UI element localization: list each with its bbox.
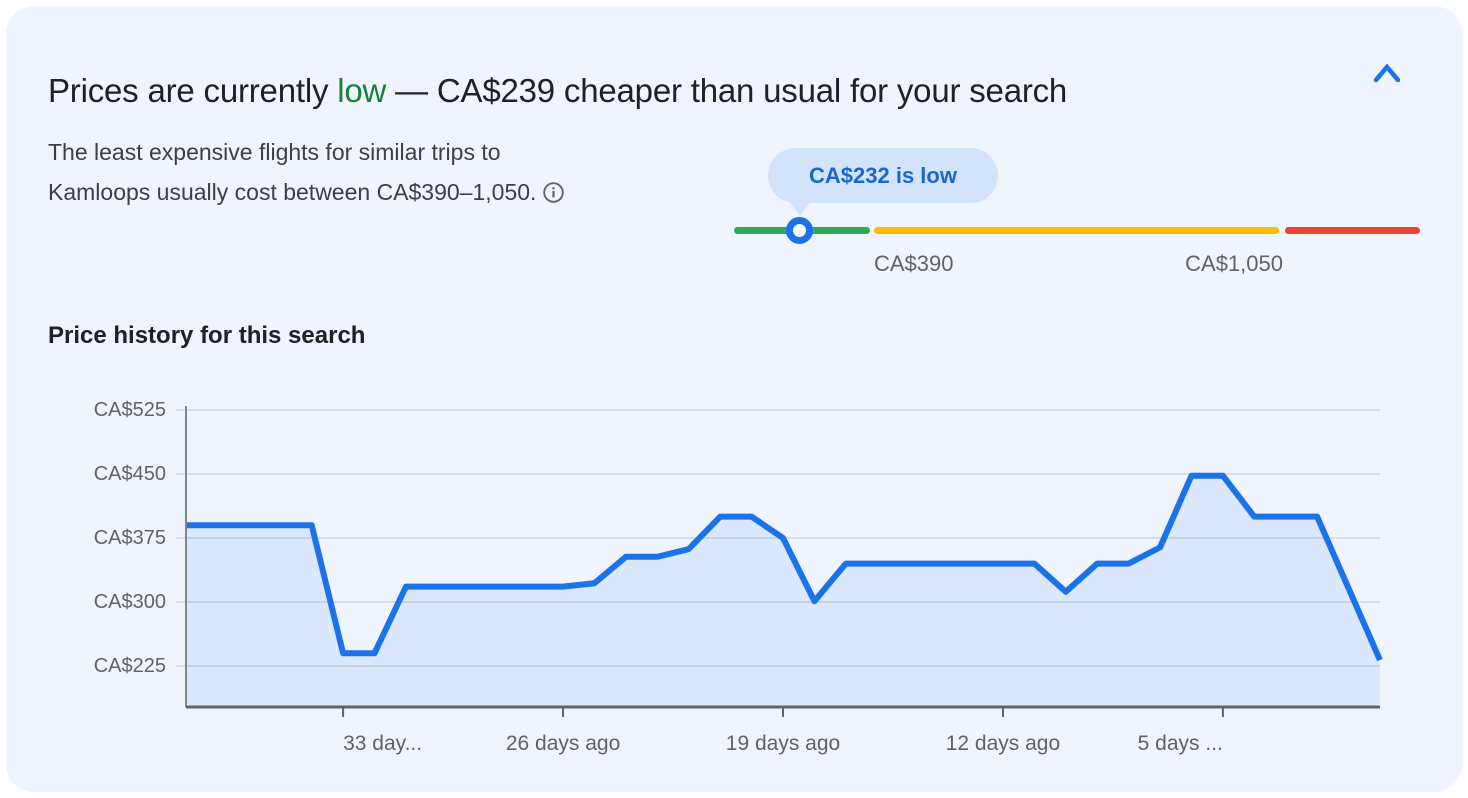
price-level-indicator: CA$232 is low CA$390 CA$1,050 bbox=[734, 148, 1420, 298]
y-axis-label: CA$525 bbox=[93, 399, 166, 421]
description-text: The least expensive flights for similar … bbox=[48, 132, 568, 216]
price-tooltip: CA$232 is low bbox=[768, 148, 998, 203]
range-high-label: CA$1,050 bbox=[1185, 251, 1283, 276]
y-axis-label: CA$375 bbox=[93, 527, 166, 549]
y-axis-label: CA$225 bbox=[93, 655, 166, 677]
y-axis-label: CA$300 bbox=[93, 591, 166, 613]
price-tooltip-tail bbox=[789, 201, 811, 216]
page-title: Prices are currently low — CA$239 cheape… bbox=[48, 72, 1348, 110]
price-history-title: Price history for this search bbox=[48, 322, 366, 349]
price-insights-card: Prices are currently low — CA$239 cheape… bbox=[6, 6, 1462, 792]
description-span: The least expensive flights for similar … bbox=[48, 139, 537, 205]
info-icon[interactable] bbox=[542, 176, 565, 216]
title-prefix: Prices are currently bbox=[48, 72, 338, 110]
price-history-plot[interactable] bbox=[176, 390, 1390, 722]
slider-segment-typical bbox=[874, 227, 1279, 234]
collapse-button[interactable] bbox=[1363, 49, 1411, 97]
x-axis-label: 33 day... bbox=[343, 732, 423, 755]
slider-segment-high bbox=[1285, 227, 1420, 234]
x-axis-label: 12 days ago bbox=[945, 732, 1061, 755]
y-axis-label: CA$450 bbox=[93, 463, 166, 485]
x-axis-label: 19 days ago bbox=[725, 732, 841, 755]
x-axis-label: 26 days ago bbox=[505, 732, 621, 755]
x-axis-label: 5 days ... bbox=[1137, 732, 1223, 755]
current-price-marker bbox=[786, 217, 813, 244]
price-tooltip-label: CA$232 is low bbox=[809, 162, 957, 188]
title-low-word: low bbox=[337, 72, 387, 110]
title-suffix: — CA$239 cheaper than usual for your sea… bbox=[386, 72, 1068, 110]
range-low-label: CA$390 bbox=[874, 251, 954, 276]
chevron-up-icon bbox=[1373, 63, 1401, 83]
price-history-chart: CA$525 CA$450 CA$375 CA$300 CA$225 33 da… bbox=[48, 390, 1422, 786]
